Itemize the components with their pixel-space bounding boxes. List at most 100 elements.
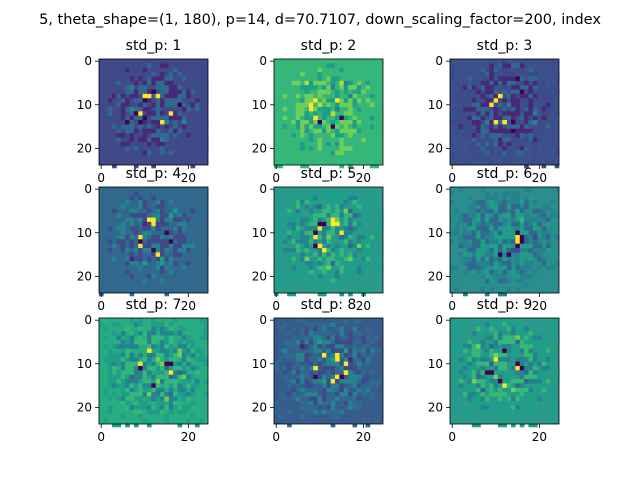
heatmap-cell [356,348,362,354]
heatmap-cell [343,318,349,323]
heatmap-cell [129,63,135,69]
heatmap-cell [356,339,362,345]
heatmap-cell [484,133,490,138]
heatmap-cell [173,348,178,354]
heatmap-cell [339,387,345,393]
heatmap-cell [463,133,468,138]
heatmap-cell [138,72,143,77]
heatmap-cell [295,361,301,367]
heatmap-cell [458,124,464,130]
heatmap-cell [361,234,366,240]
heatmap-cell [515,141,521,147]
heatmap-cell [463,230,468,236]
heatmap-cell [374,418,379,423]
heatmap-cell [186,405,191,410]
heatmap-cell [300,365,305,371]
heatmap-cell [348,269,353,275]
heatmap-cell [164,93,170,99]
heatmap-cell [291,352,297,358]
heatmap-cell [480,396,486,402]
heatmap-cell [489,72,494,77]
heatmap-cell [339,72,345,77]
heatmap-cell [528,365,534,371]
heatmap-cell [532,159,538,164]
heatmap-cell [378,226,384,231]
heatmap-cell [489,141,494,147]
heatmap-cell [129,248,135,253]
heatmap-cell [142,146,148,151]
heatmap-cell [282,230,288,236]
heatmap-cell [330,370,336,375]
heatmap-cell [107,370,113,375]
heatmap-cell [142,383,148,389]
heatmap-cell [335,392,340,397]
heatmap-cell [330,344,336,349]
heatmap-cell [164,137,170,143]
heatmap-cell [203,248,209,253]
heatmap-cell [155,137,161,143]
heatmap-cell [186,392,191,397]
heatmap-cell [194,226,200,231]
heatmap-cell [308,265,314,271]
heatmap-cell [348,339,353,345]
heatmap-cell [502,344,507,349]
heatmap-cell [304,344,310,349]
heatmap-cell [125,344,130,349]
heatmap-cell [129,396,135,402]
heatmap-cell [190,248,196,253]
heatmap-cell [274,59,279,64]
heatmap-cell [186,76,191,82]
heatmap-cell [515,234,521,240]
heatmap-cell [295,239,301,244]
heatmap-cell [116,141,122,147]
heatmap-cell [339,335,345,341]
heatmap-cell [545,102,551,108]
heatmap-cell [133,405,139,410]
heatmap-cell [343,352,349,358]
heatmap-cell [348,230,353,236]
heatmap-cell [194,357,200,362]
heatmap-cell [502,159,507,164]
heatmap-cell [484,67,490,73]
heatmap-cell [335,187,340,192]
heatmap-cell [471,344,477,349]
heatmap-cell [454,230,460,236]
heatmap-cell [155,348,161,354]
heatmap-cell [173,195,178,201]
heatmap-cell [304,102,310,108]
heatmap-cell [352,141,358,147]
heatmap-cell [177,234,183,240]
heatmap-cell [160,339,165,345]
heatmap-cell [138,80,143,86]
y-tick-label: 10 [252,357,267,371]
y-tick-label: 0 [435,182,443,196]
heatmap-cell [164,274,170,279]
heatmap-cell [471,348,477,354]
heatmap-cell [365,133,371,138]
heatmap-cell [120,239,126,244]
heatmap-cell [356,72,362,77]
heatmap-cell [458,187,464,192]
heatmap-cell [489,357,494,362]
heatmap-cell [352,269,358,275]
heatmap-cell [471,383,477,389]
heatmap-cell [467,217,473,223]
heatmap-cell [502,248,507,253]
heatmap-cell [541,141,547,147]
heatmap-cell [374,213,379,218]
heatmap-cell [317,335,323,341]
heatmap-cell [511,318,516,323]
heatmap-cell [203,80,209,86]
heatmap-cell [190,365,196,371]
heatmap-cell [484,383,490,389]
heatmap-cell [515,195,521,201]
heatmap-cell [177,365,183,371]
heatmap-cell [463,213,468,218]
heatmap-cell [356,370,362,375]
heatmap-cell [107,137,113,143]
heatmap-cell [142,67,148,73]
heatmap-cell [300,120,305,125]
heatmap-cell [335,370,340,375]
heatmap-cell [348,76,353,82]
heatmap-cell [476,120,481,125]
